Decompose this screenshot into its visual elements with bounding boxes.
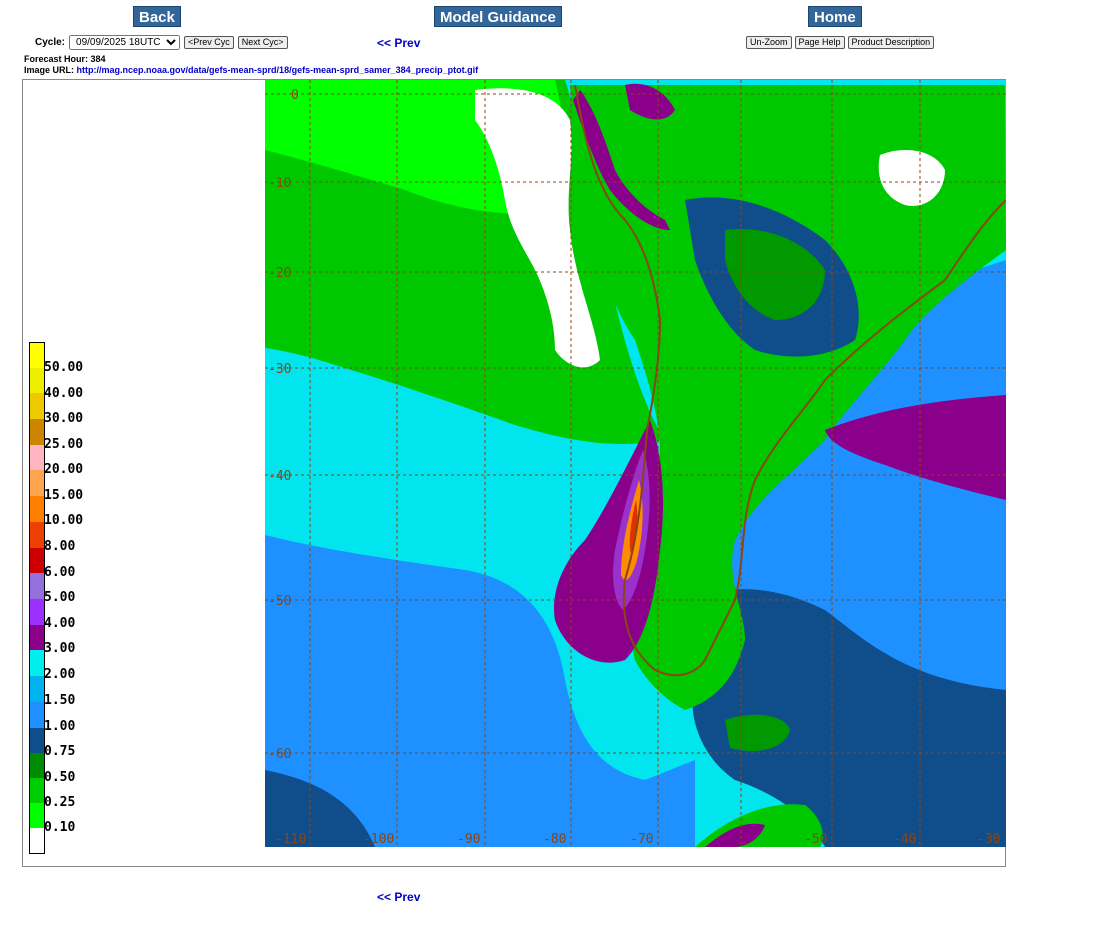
lon-labels: -110 -100 -90 -80 -70 -50 -40 -30 [275, 832, 1000, 847]
legend-label-40: 40.00 [44, 386, 84, 401]
prev-link-top[interactable]: << Prev [377, 36, 421, 50]
legend-seg-6 [30, 548, 44, 573]
legend-seg-2 [30, 650, 44, 676]
prev-link-bottom[interactable]: << Prev [377, 890, 421, 904]
legend-seg-1 [30, 702, 44, 728]
precipitation-map[interactable]: 0 -10 -20 -30 -40 -50 -60 -110 -100 -90 … [265, 80, 1006, 847]
legend-seg-0 [30, 828, 44, 853]
south-america-green [570, 85, 1006, 710]
legend-label-20: 20.00 [44, 462, 84, 477]
legend-color-bar [29, 342, 45, 854]
dry-white-region [475, 88, 600, 368]
amazon-purple-spot [625, 83, 675, 120]
lon-label-30: -30 [977, 832, 1000, 847]
legend-seg-50 [30, 343, 44, 368]
lat-label-40: -40 [268, 469, 291, 484]
atlantic-purple-region [825, 395, 1006, 500]
image-url-line: Image URL: http://mag.ncep.noaa.gov/data… [24, 65, 478, 75]
legend-seg-10 [30, 496, 44, 522]
legend-label-10: 10.00 [44, 513, 84, 528]
lat-label-0: 0 [291, 88, 299, 103]
cycle-select[interactable]: 09/09/2025 18UTC [69, 35, 181, 50]
prev-cycle-button[interactable]: <Prev Cyc [184, 36, 234, 49]
legend-seg-3 [30, 625, 44, 650]
legend-seg-0-5 [30, 753, 44, 778]
legend-seg-15 [30, 470, 44, 496]
northeast-dry-spot [878, 150, 945, 206]
legend-seg-40 [30, 368, 44, 393]
map-grid [265, 80, 1006, 847]
unzoom-button[interactable]: Un-Zoom [746, 36, 792, 49]
andes-purple-north [573, 90, 670, 230]
legend-seg-1-5 [30, 676, 44, 702]
legend-label-30: 30.00 [44, 411, 84, 426]
precip-legend: 50.00 40.00 30.00 25.00 20.00 15.00 10.0… [29, 342, 99, 854]
lon-label-70: -70 [630, 832, 653, 847]
legend-label-5: 5.00 [44, 590, 76, 605]
image-url-label: Image URL: [24, 65, 75, 75]
product-description-button[interactable]: Product Description [847, 36, 935, 49]
lat-label-30: -30 [268, 362, 291, 377]
forecast-hour-text: Forecast Hour: 384 [24, 54, 106, 64]
legend-label-25: 25.00 [44, 437, 84, 452]
legend-label-6: 6.00 [44, 565, 76, 580]
legend-seg-25 [30, 419, 44, 445]
ocean-azure-sw [265, 535, 695, 847]
legend-seg-0-25 [30, 778, 44, 803]
legend-seg-0-1 [30, 803, 44, 828]
coastline [574, 84, 1006, 677]
legend-label-0-25: 0.25 [44, 795, 76, 810]
map-svg: 0 -10 -20 -30 -40 -50 -60 -110 -100 -90 … [265, 80, 1006, 847]
lon-label-50: -50 [804, 832, 827, 847]
legend-label-1-5: 1.50 [44, 693, 76, 708]
legend-seg-30 [30, 393, 44, 419]
lat-label-60: -60 [268, 747, 291, 762]
next-cycle-button[interactable]: Next Cyc> [237, 36, 288, 49]
legend-label-2: 2.00 [44, 667, 76, 682]
tool-buttons: Un-Zoom Page Help Product Description [746, 36, 935, 49]
home-button[interactable]: Home [808, 6, 862, 27]
lat-labels: 0 -10 -20 -30 -40 -50 -60 [268, 88, 299, 762]
image-url-link[interactable]: http://mag.ncep.noaa.gov/data/gefs-mean-… [76, 65, 479, 75]
cycle-label: Cycle: [35, 37, 66, 48]
lon-label-90: -90 [457, 832, 480, 847]
legend-label-1: 1.00 [44, 719, 76, 734]
ocean-navy-sw [265, 770, 375, 847]
legend-label-0-1: 0.10 [44, 820, 76, 835]
page-help-button[interactable]: Page Help [794, 36, 845, 49]
legend-label-3: 3.00 [44, 641, 76, 656]
back-button[interactable]: Back [133, 6, 181, 27]
legend-label-0-5: 0.50 [44, 770, 76, 785]
lat-label-50: -50 [268, 594, 291, 609]
cycle-selector: Cycle: 09/09/2025 18UTC <Prev Cyc Next C… [35, 35, 288, 50]
model-guidance-button[interactable]: Model Guidance [434, 6, 562, 27]
legend-label-4: 4.00 [44, 616, 76, 631]
lat-label-10: -10 [268, 176, 291, 191]
chile-red-core [629, 500, 638, 555]
lon-label-100: -100 [363, 832, 394, 847]
lon-label-40: -40 [893, 832, 916, 847]
legend-seg-20 [30, 445, 44, 470]
legend-label-0-75: 0.75 [44, 744, 76, 759]
lat-label-20: -20 [268, 266, 291, 281]
lon-label-80: -80 [543, 832, 566, 847]
legend-label-50: 50.00 [44, 360, 84, 375]
legend-label-8: 8.00 [44, 539, 76, 554]
legend-label-15: 15.00 [44, 488, 84, 503]
legend-seg-8 [30, 522, 44, 548]
brazil-dark-green [725, 229, 825, 320]
ocean-navy-south [692, 589, 1006, 847]
legend-seg-0-75 [30, 728, 44, 753]
legend-seg-5 [30, 573, 44, 599]
legend-seg-4 [30, 599, 44, 625]
antarctic-purple-spot [705, 823, 765, 847]
lon-label-110: -110 [275, 832, 306, 847]
